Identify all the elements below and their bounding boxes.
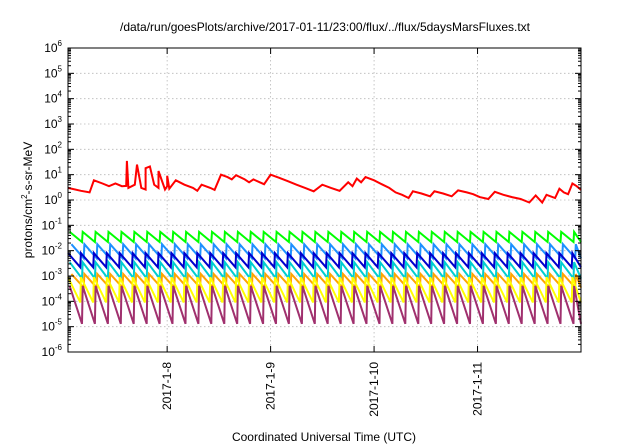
y-tick-base: 10 <box>42 345 56 359</box>
y-axis-title-superscript: 2 <box>20 194 29 199</box>
x-tick-label: 2017-1-8 <box>160 362 174 410</box>
series-line <box>67 276 582 303</box>
y-tick-base: 10 <box>44 117 58 131</box>
y-tick-base: 10 <box>42 269 56 283</box>
y-tick-label: 100 <box>44 191 62 207</box>
x-axis: 2017-1-8 2017-1-9 2017-1-10 2017-1-11 <box>160 48 485 417</box>
y-tick-label: 106 <box>44 39 62 55</box>
y-tick-exponent: 3 <box>58 115 63 124</box>
y-tick-exponent: -4 <box>55 292 63 301</box>
y-tick-base: 10 <box>44 92 58 106</box>
y-axis-title-main: protons/cm <box>21 199 35 258</box>
y-tick-exponent: 6 <box>58 39 63 48</box>
y-tick-label: 10-6 <box>42 343 63 359</box>
y-tick-label: 102 <box>44 140 62 156</box>
y-tick-label: 10-2 <box>42 242 63 258</box>
y-tick-exponent: -6 <box>55 343 63 352</box>
series-line <box>67 160 582 205</box>
y-tick-label: 101 <box>44 166 62 182</box>
y-axis-title: protons/cm2-s-sr-MeV <box>20 142 35 258</box>
series-line <box>68 285 582 325</box>
chart-title: /data/run/goesPlots/archive/2017-01-11/2… <box>120 20 531 34</box>
y-tick-base: 10 <box>42 320 56 334</box>
y-tick-exponent: -1 <box>55 216 63 225</box>
y-tick-base: 10 <box>42 244 56 258</box>
y-tick-label: 105 <box>44 64 62 80</box>
y-tick-exponent: -2 <box>55 242 63 251</box>
series-line <box>68 259 582 282</box>
y-tick-label: 103 <box>44 115 62 131</box>
y-tick-label: 10-5 <box>42 318 63 334</box>
y-tick-exponent: -3 <box>55 267 63 276</box>
y-tick-base: 10 <box>44 168 58 182</box>
y-tick-base: 10 <box>44 41 58 55</box>
y-tick-exponent: -5 <box>55 318 63 327</box>
y-tick-label: 10-3 <box>42 267 63 283</box>
series-line <box>67 249 582 270</box>
x-tick-label: 2017-1-9 <box>264 362 278 410</box>
x-tick-label: 2017-1-11 <box>471 362 485 416</box>
y-tick-exponent: 4 <box>58 90 63 99</box>
x-axis-title: Coordinated Universal Time (UTC) <box>232 430 416 444</box>
series-layer <box>67 160 582 325</box>
y-tick-base: 10 <box>44 142 58 156</box>
y-tick-exponent: 5 <box>58 64 63 73</box>
y-tick-exponent: 2 <box>58 140 63 149</box>
y-tick-label: 10-1 <box>42 216 63 232</box>
y-tick-exponent: 0 <box>58 191 63 200</box>
x-tick-label: 2017-1-10 <box>367 362 381 417</box>
y-tick-exponent: 1 <box>58 166 63 175</box>
y-axis: 10-610-510-410-310-210-11001011021031041… <box>42 39 581 359</box>
y-tick-base: 10 <box>42 218 56 232</box>
y-axis-title-rest: -s-sr-MeV <box>21 142 35 195</box>
series-line <box>69 228 582 245</box>
y-tick-label: 104 <box>44 90 62 106</box>
y-tick-label: 10-4 <box>42 292 63 308</box>
y-tick-base: 10 <box>42 294 56 308</box>
y-tick-base: 10 <box>44 66 58 80</box>
y-tick-base: 10 <box>44 193 58 207</box>
